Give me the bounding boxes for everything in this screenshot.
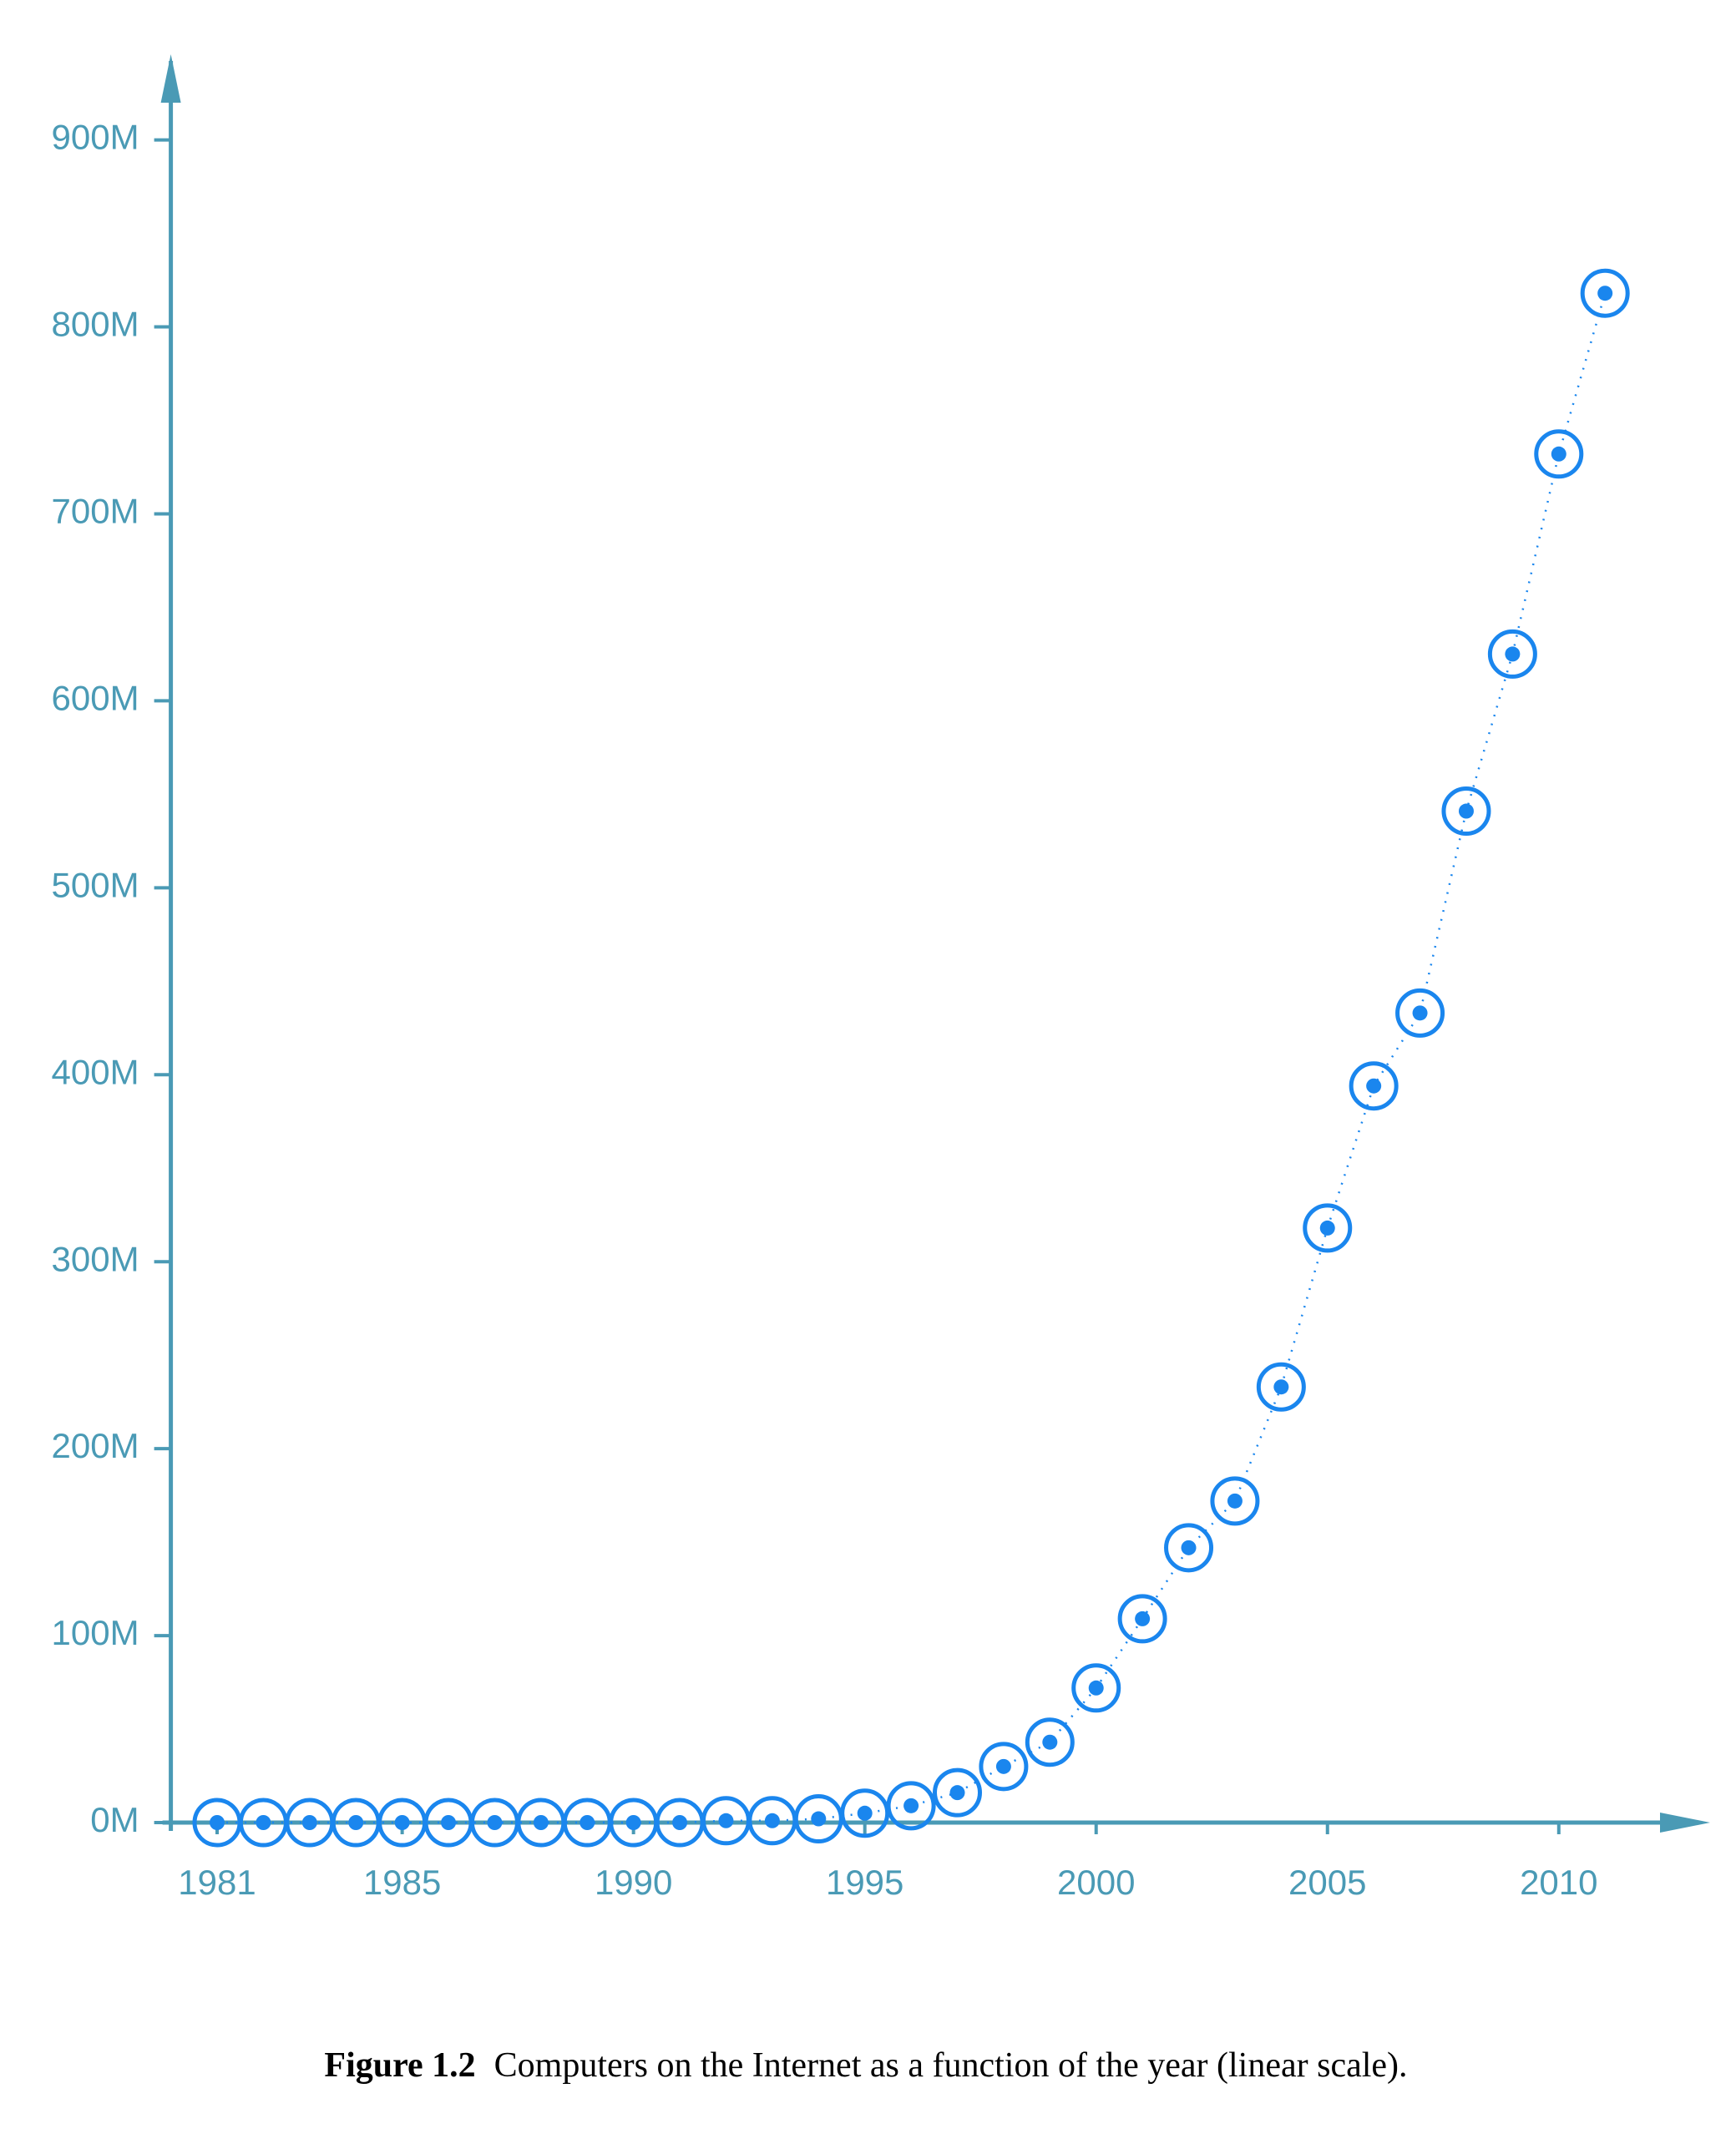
point-ring (979, 1742, 1029, 1792)
point (533, 1815, 549, 1830)
point (672, 1815, 688, 1830)
point-ring (1487, 629, 1537, 679)
point (1458, 803, 1474, 819)
y-tick-label: 900M (52, 118, 139, 157)
y-tick-label: 500M (52, 865, 139, 904)
point (1181, 1540, 1197, 1555)
point (301, 1815, 317, 1830)
x-tick-label: 1990 (595, 1863, 672, 1902)
x-tick-label: 2005 (1288, 1863, 1366, 1902)
point (1135, 1611, 1151, 1626)
x-tick-label: 1985 (363, 1863, 441, 1902)
point (487, 1815, 503, 1830)
caption-text: Computers on the Internet as a function … (494, 2046, 1408, 2085)
point (1366, 1078, 1382, 1094)
point-ring (1256, 1362, 1306, 1412)
point-ring (1395, 988, 1445, 1038)
y-tick-label: 300M (52, 1239, 139, 1278)
point (1551, 446, 1566, 462)
caption-label: Figure 1.2 (324, 2046, 475, 2085)
y-axis-arrow (160, 54, 181, 103)
point (949, 1785, 965, 1801)
point (1042, 1734, 1058, 1750)
point-ring (1071, 1663, 1121, 1713)
point-ring (1441, 786, 1491, 837)
point (580, 1815, 595, 1830)
point-ring (1580, 268, 1630, 318)
point-ring (1534, 429, 1584, 479)
x-tick-label: 1995 (826, 1863, 903, 1902)
point (1088, 1680, 1104, 1696)
x-axis-arrow (1660, 1813, 1710, 1833)
caption: Figure 1.2 Computers on the Internet as a… (324, 2046, 1407, 2085)
y-tick-label: 400M (52, 1052, 139, 1091)
point (625, 1815, 641, 1830)
point-ring (1303, 1203, 1353, 1253)
point (394, 1815, 410, 1830)
y-tick-label: 800M (52, 305, 139, 344)
point-ring (1117, 1594, 1167, 1644)
point (256, 1815, 271, 1830)
x-tick-label: 2010 (1520, 1863, 1597, 1902)
point (441, 1815, 457, 1830)
y-tick-label: 0M (90, 1800, 139, 1839)
point (1273, 1379, 1289, 1395)
x-tick-label: 2000 (1057, 1863, 1135, 1902)
point-ring (1349, 1061, 1399, 1111)
point-ring (886, 1781, 936, 1831)
point-ring (840, 1788, 890, 1838)
point (995, 1758, 1011, 1774)
y-tick-label: 200M (52, 1426, 139, 1465)
point (1319, 1220, 1335, 1236)
point (1505, 646, 1521, 662)
point (1597, 286, 1613, 301)
point (903, 1798, 919, 1813)
point (1227, 1493, 1243, 1509)
connector-line (217, 292, 1607, 1824)
point-ring (1210, 1476, 1260, 1526)
y-tick-label: 100M (52, 1613, 139, 1652)
point (718, 1813, 734, 1828)
y-tick-label: 600M (52, 678, 139, 717)
point (811, 1811, 827, 1827)
point (348, 1815, 364, 1830)
point (1412, 1005, 1428, 1021)
x-tick-label: 1981 (178, 1863, 256, 1902)
point-ring (933, 1767, 983, 1818)
y-tick-label: 700M (52, 492, 139, 531)
point-ring (1025, 1717, 1075, 1767)
point (210, 1815, 225, 1830)
point (764, 1813, 780, 1828)
point (857, 1805, 873, 1821)
point-ring (1164, 1523, 1214, 1573)
